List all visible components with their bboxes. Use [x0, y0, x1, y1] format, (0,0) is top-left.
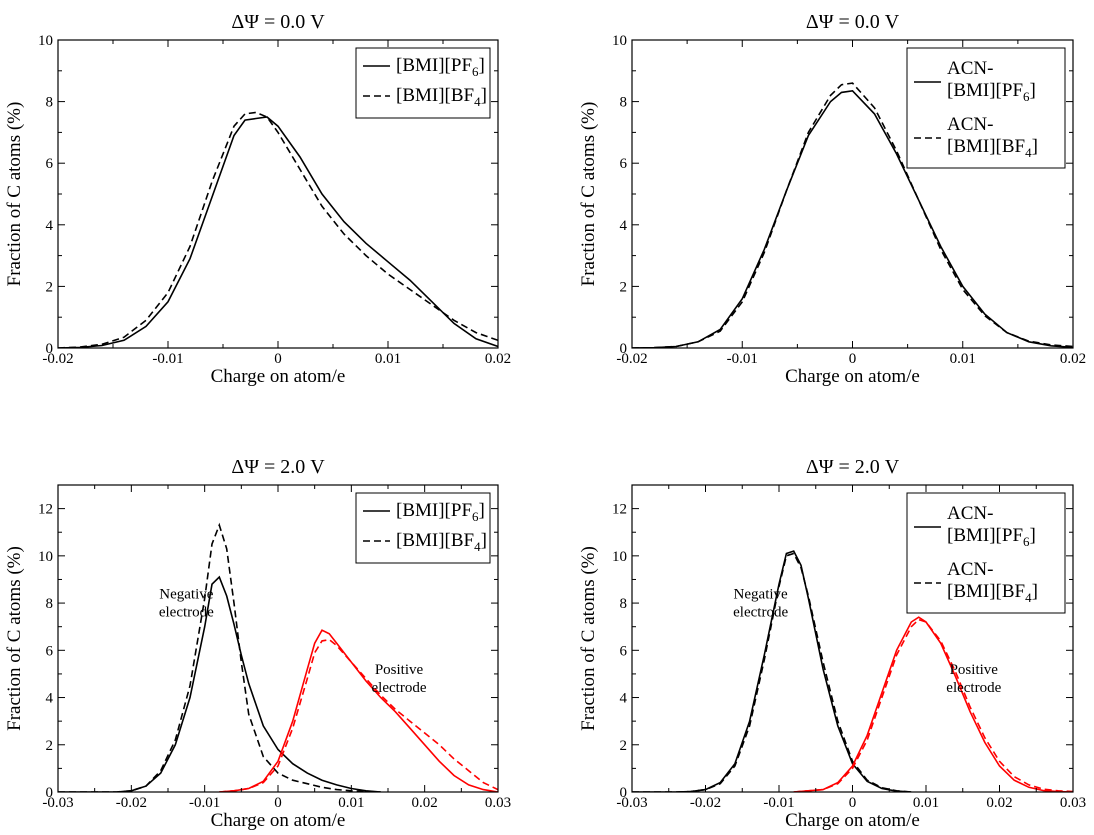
- y-tick-label: 6: [46, 643, 54, 659]
- y-tick-label: 12: [38, 502, 53, 518]
- y-tick-label: 12: [612, 502, 627, 518]
- x-tick-label: 0.03: [485, 795, 511, 811]
- annotation: Negative electrode: [159, 586, 214, 620]
- chart-title: ΔΨ = 2.0 V: [806, 456, 900, 478]
- legend-entry: ACN-[BMI][PF6]: [947, 503, 1036, 549]
- x-tick-label: -0.02: [116, 795, 147, 811]
- chart-panel-4: -0.03 -0.02 -0.01 0 0.01 0.02 0.03 0 2 4 6 8 10 12 ΔΨ …: [578, 456, 1086, 831]
- x-tick-label: -0.01: [763, 795, 794, 811]
- y-tick-label: 10: [38, 33, 53, 49]
- y-tick-label: 6: [46, 156, 54, 172]
- series-line-2: [632, 82, 1073, 348]
- chart-title: ΔΨ = 0.0 V: [806, 11, 900, 33]
- x-axis-label: Charge on atom/e: [785, 810, 920, 831]
- y-tick-label: 2: [46, 279, 54, 295]
- x-axis-label: Charge on atom/e: [211, 810, 346, 831]
- chart-panel-3: -0.03 -0.02 -0.01 0 0.01 0.02 0.03 0 2 4 6 8 10 12 ΔΨ …: [4, 456, 511, 831]
- x-axis-label: Charge on atom/e: [785, 366, 920, 387]
- y-tick-label: 4: [620, 691, 628, 707]
- x-tick-label: -0.02: [690, 795, 721, 811]
- x-axis-label: Charge on atom/e: [211, 366, 346, 387]
- legend: [BMI][PF6] [BMI][BF4]: [355, 47, 491, 119]
- y-tick-label: 8: [620, 95, 628, 111]
- y-tick-label: 8: [46, 596, 54, 612]
- x-tick-label: -0.03: [616, 795, 647, 811]
- series-line-3: [219, 629, 498, 792]
- x-tick-label: -0.01: [189, 795, 220, 811]
- y-axis-label: Fraction of C atoms (%): [578, 546, 599, 731]
- y-tick-label: 4: [46, 691, 54, 707]
- chart-panel-2: -0.02 -0.01 0 0.01 0.02 0 2 4 6 8 10 ΔΨ = 0.0 V Char…: [578, 11, 1086, 387]
- y-tick-label: 0: [46, 785, 54, 801]
- chart-panel-1: -0.02 -0.01 0 0.01 0.02 0 2 4 6 8 10 ΔΨ = 0.0 V Char…: [4, 11, 511, 387]
- legend-entry: ACN-[BMI][PF6]: [947, 58, 1036, 104]
- series-line-1: [632, 550, 912, 792]
- chart-title: ΔΨ = 2.0 V: [231, 456, 325, 478]
- y-axis-label: Fraction of C atoms (%): [4, 546, 25, 731]
- x-tick-label: 0.01: [375, 351, 401, 367]
- legend-entry: [BMI][PF6]: [396, 55, 485, 79]
- y-tick-label: 2: [620, 279, 628, 295]
- series-line-4: [793, 618, 1073, 792]
- legend-entry: [BMI][PF6]: [396, 500, 485, 524]
- y-tick-label: 6: [620, 643, 628, 659]
- y-tick-label: 0: [46, 341, 54, 357]
- annotation: Positive electrode: [946, 662, 1001, 696]
- legend-entry: [BMI][BF4]: [396, 85, 487, 109]
- y-axis-label: Fraction of C atoms (%): [578, 102, 599, 287]
- series-line-2: [632, 552, 912, 792]
- x-tick-label: 0: [274, 351, 282, 367]
- x-tick-label: 0: [849, 351, 857, 367]
- y-tick-label: 4: [620, 218, 628, 234]
- x-tick-label: 0.02: [1060, 351, 1086, 367]
- series-line-3: [793, 616, 1073, 792]
- x-tick-label: 0.02: [412, 795, 438, 811]
- x-tick-label: -0.03: [42, 795, 73, 811]
- annotation: Positive electrode: [372, 662, 427, 696]
- series-line-1: [58, 575, 381, 792]
- y-tick-label: 8: [46, 95, 54, 111]
- legend-entry: ACN-[BMI][BF4]: [947, 114, 1038, 160]
- y-tick-label: 6: [620, 156, 628, 172]
- y-tick-label: 2: [46, 738, 54, 754]
- y-tick-label: 10: [612, 33, 627, 49]
- y-tick-label: 10: [612, 549, 627, 565]
- y-tick-label: 0: [620, 785, 628, 801]
- x-tick-label: 0: [274, 795, 282, 811]
- legend: ACN-[BMI][PF6] ACN-[BMI][BF4]: [906, 47, 1066, 169]
- y-tick-label: 8: [620, 596, 628, 612]
- x-tick-label: 0: [849, 795, 857, 811]
- x-tick-label: -0.02: [42, 351, 73, 367]
- series-line-2: [58, 522, 381, 792]
- legend-entry: ACN-[BMI][BF4]: [947, 559, 1038, 605]
- x-tick-label: 0.02: [986, 795, 1012, 811]
- x-tick-label: 0.01: [913, 795, 939, 811]
- x-tick-label: 0.01: [338, 795, 364, 811]
- legend: [BMI][PF6] [BMI][BF4]: [355, 492, 491, 564]
- series-line-2: [58, 111, 498, 348]
- annotation: Negative electrode: [733, 586, 788, 620]
- series-line-1: [58, 116, 498, 348]
- x-tick-label: -0.01: [727, 351, 758, 367]
- x-tick-label: 0.01: [950, 351, 976, 367]
- y-tick-label: 0: [620, 341, 628, 357]
- y-tick-label: 2: [620, 738, 628, 754]
- legend: ACN-[BMI][PF6] ACN-[BMI][BF4]: [906, 492, 1066, 614]
- x-tick-label: -0.02: [616, 351, 647, 367]
- y-tick-label: 4: [46, 218, 54, 234]
- x-tick-label: -0.01: [152, 351, 183, 367]
- legend-entry: [BMI][BF4]: [396, 530, 487, 554]
- series-line-4: [219, 638, 498, 792]
- y-tick-label: 10: [38, 549, 53, 565]
- chart-title: ΔΨ = 0.0 V: [231, 11, 325, 33]
- y-axis-label: Fraction of C atoms (%): [4, 102, 25, 287]
- x-tick-label: 0.02: [485, 351, 511, 367]
- x-tick-label: 0.03: [1060, 795, 1086, 811]
